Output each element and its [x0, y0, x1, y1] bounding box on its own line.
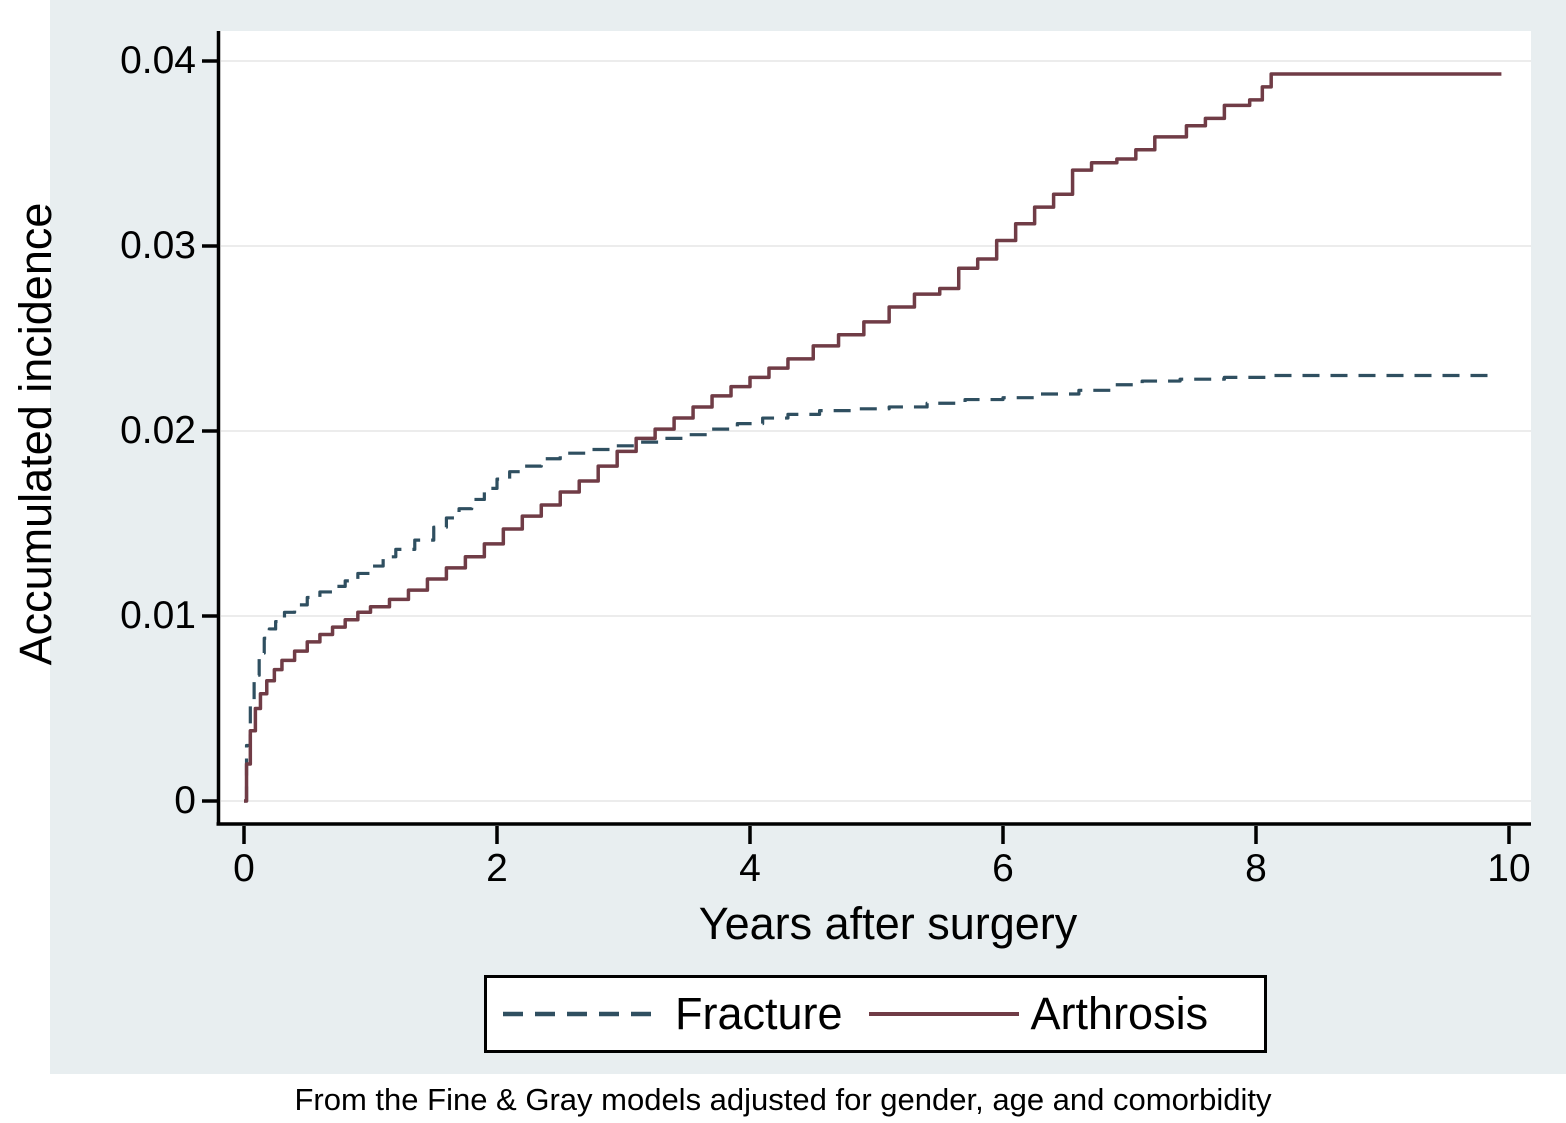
gridlines	[221, 60, 1531, 802]
x-tick-label: 0	[233, 847, 255, 890]
x-tick-label: 8	[1245, 847, 1267, 890]
tick-marks	[202, 59, 1511, 844]
legend-label-arthrosis: Arthrosis	[1030, 988, 1209, 1039]
y-axis-title: Accumulated incidence	[10, 202, 61, 666]
curve-arthrosis	[244, 72, 1502, 803]
curve-fracture	[244, 373, 1495, 803]
arthrosis-line-sample	[868, 1012, 1019, 1016]
x-axis-title: Years after surgery	[698, 898, 1078, 949]
x-tick-label: 2	[486, 847, 508, 890]
data-curves	[244, 72, 1502, 803]
y-tick-label: 0.01	[120, 594, 196, 637]
x-tick-label: 10	[1487, 847, 1531, 890]
plot-area	[219, 31, 1531, 824]
y-tick-label: 0.04	[120, 39, 196, 82]
y-tick-label: 0.02	[120, 409, 196, 452]
legend: Fracture Arthrosis	[484, 975, 1267, 1053]
figure-caption: From the Fine & Gray models adjusted for…	[294, 1082, 1272, 1117]
axes	[216, 31, 1531, 826]
y-tick-label: 0.03	[120, 224, 196, 267]
y-tick-label: 0	[174, 779, 196, 822]
legend-label-fracture: Fracture	[675, 988, 843, 1039]
x-tick-label: 6	[992, 847, 1014, 890]
x-tick-label: 4	[739, 847, 761, 890]
fracture-line-sample	[503, 1011, 651, 1017]
